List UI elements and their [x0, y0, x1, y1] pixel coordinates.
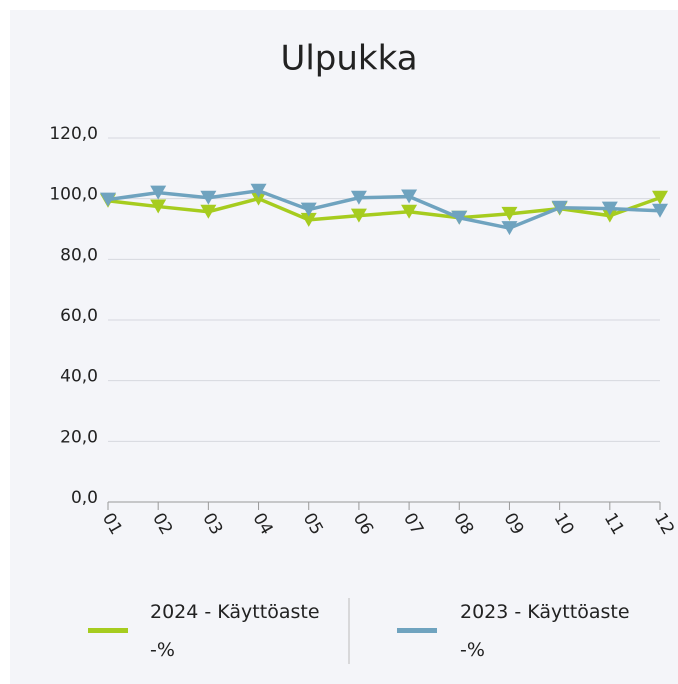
legend-label: 2023 - Käyttöaste -%: [460, 601, 630, 661]
x-tick-label: 09: [499, 510, 527, 539]
y-tick-label: 120,0: [49, 124, 98, 144]
x-tick-label: 02: [148, 510, 176, 539]
x-tick-label: 08: [449, 510, 477, 539]
chart-panel: [10, 10, 678, 684]
marker: [300, 212, 317, 227]
marker: [150, 185, 167, 200]
legend-swatch: [397, 628, 437, 633]
marker: [350, 190, 367, 205]
marker: [652, 190, 668, 205]
marker: [551, 200, 568, 215]
y-tick-label: 80,0: [60, 245, 98, 265]
y-tick-label: 0,0: [71, 488, 98, 508]
marker: [401, 204, 418, 219]
x-tick-label: 06: [349, 510, 377, 539]
marker: [601, 201, 618, 216]
marker: [250, 183, 267, 198]
marker: [652, 203, 668, 218]
legend-label: 2024 - Käyttöaste -%: [150, 601, 320, 661]
x-tick-label: 10: [550, 510, 578, 539]
x-tick-label: 01: [98, 510, 126, 539]
marker: [250, 191, 267, 206]
chart-title: Ulpukka: [280, 39, 417, 79]
x-tick-label: 11: [600, 510, 628, 539]
y-tick-label: 40,0: [60, 367, 98, 387]
y-tick-label: 100,0: [49, 185, 98, 205]
x-tick-label: 07: [399, 510, 427, 539]
marker: [501, 206, 518, 221]
series-line: [107, 196, 661, 222]
marker: [300, 202, 317, 217]
x-tick-label: 12: [650, 510, 678, 539]
marker: [200, 190, 217, 205]
x-tick-label: 05: [299, 510, 327, 539]
x-tick-label: 04: [248, 510, 276, 539]
marker: [200, 204, 217, 219]
y-tick-label: 20,0: [60, 427, 98, 447]
marker: [150, 199, 167, 214]
marker: [401, 189, 418, 204]
legend-swatch: [88, 628, 128, 633]
marker: [451, 210, 468, 225]
marker: [350, 208, 367, 223]
series-line: [107, 188, 661, 230]
marker: [501, 221, 518, 236]
x-tick-label: 03: [198, 510, 226, 539]
marker: [100, 192, 116, 207]
y-tick-label: 60,0: [60, 306, 98, 326]
